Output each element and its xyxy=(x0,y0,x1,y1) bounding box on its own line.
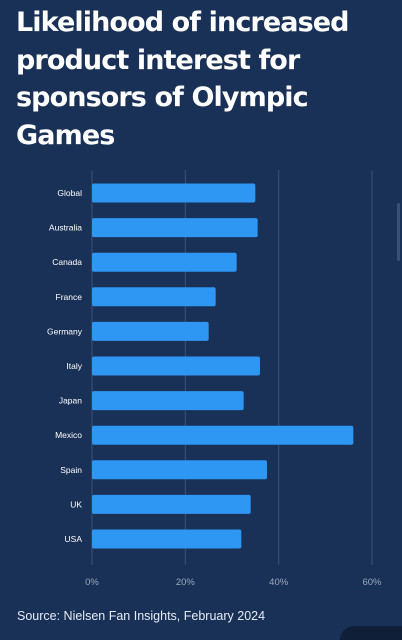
corner-shadow xyxy=(340,626,402,640)
bar-mexico xyxy=(92,425,354,445)
x-tick-label: 20% xyxy=(176,577,196,588)
title-line-1: Likelihood of increased xyxy=(16,7,350,38)
x-axis-ticks: 0% 20% 40% 60% xyxy=(85,577,382,588)
category-label-italy: Italy xyxy=(66,361,82,371)
category-label-usa: USA xyxy=(65,534,83,544)
title-line-2: product interest for xyxy=(16,44,300,76)
category-label-mexico: Mexico xyxy=(55,430,82,440)
chart-title: Likelihood of increased product interest… xyxy=(16,4,386,154)
x-tick-label: 60% xyxy=(362,577,382,588)
bar-france xyxy=(92,287,216,307)
bars xyxy=(92,183,354,549)
bar-germany xyxy=(92,321,209,341)
category-label-global: Global xyxy=(57,188,82,198)
bar-usa xyxy=(92,529,242,549)
bar-canada xyxy=(92,252,237,272)
scroll-indicator[interactable] xyxy=(397,203,400,261)
category-label-spain: Spain xyxy=(60,465,82,475)
category-label-canada: Canada xyxy=(52,257,82,267)
category-label-france: France xyxy=(56,292,83,302)
x-tick-label: 0% xyxy=(85,577,99,588)
category-label-uk: UK xyxy=(70,499,82,509)
title-line-3: sponsors of Olympic xyxy=(16,82,309,113)
bar-spain xyxy=(92,460,267,480)
x-tick-label: 40% xyxy=(269,577,289,588)
category-label-japan: Japan xyxy=(59,396,82,406)
category-labels: Global Australia Canada France Germany Italy J… xyxy=(47,188,83,544)
bar-australia xyxy=(92,218,258,238)
bar-japan xyxy=(92,391,244,411)
title-line-4: Games xyxy=(16,119,115,151)
category-label-germany: Germany xyxy=(47,326,83,336)
bar-global xyxy=(92,183,256,203)
bar-uk xyxy=(92,494,251,514)
category-label-australia: Australia xyxy=(49,223,82,233)
source-note: Source: Nielsen Fan Insights, February 2… xyxy=(17,609,266,623)
bar-italy xyxy=(92,356,260,376)
